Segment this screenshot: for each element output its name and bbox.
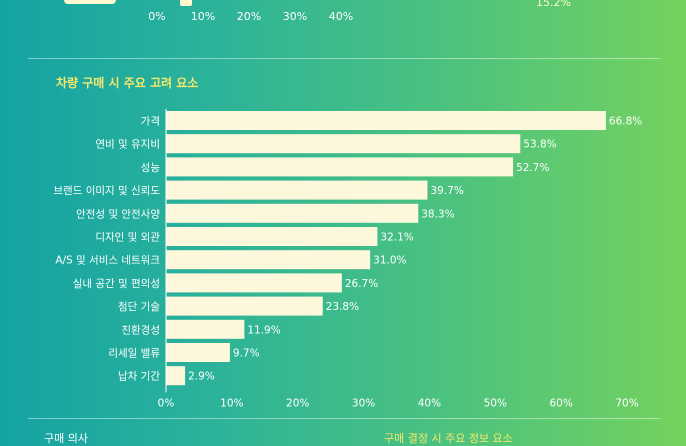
data-label: 23.8%	[326, 301, 359, 313]
data-label: 66.8%	[609, 116, 642, 128]
x-tick-label: 40%	[418, 397, 441, 409]
bar	[166, 203, 419, 223]
bar	[166, 319, 245, 339]
data-label: 52.7%	[516, 162, 549, 174]
data-label: 32.1%	[380, 232, 413, 244]
bar	[166, 180, 428, 200]
x-tick-label: 70%	[615, 397, 638, 409]
bar-chart: 가격 66.8% 연비 및 유지비 53.8% 성능 52.7% 브랜드 이미지 및 신뢰도…	[53, 111, 642, 409]
category-label: A/S 및 서비스 네트워크	[55, 254, 160, 267]
category-label: 디자인 및 외관	[95, 232, 160, 244]
x-tick-label: 10%	[220, 397, 243, 409]
x-tick-label: 30%	[352, 397, 375, 409]
x-tick-label: 50%	[484, 397, 507, 409]
category-label: 가격	[141, 115, 160, 128]
top-axis-tick: 20%	[236, 10, 262, 23]
data-label: 31.0%	[373, 255, 406, 267]
data-label: 9.7%	[233, 348, 260, 360]
section-divider	[28, 418, 660, 419]
bar	[166, 157, 514, 177]
category-label: 첨단 기술	[118, 301, 160, 313]
bar	[166, 134, 521, 154]
data-label: 53.8%	[523, 139, 556, 151]
category-label: 성능	[141, 162, 161, 174]
category-label: 리세일 밸류	[108, 347, 160, 360]
top-chart-value-label: 15.2%	[536, 0, 571, 9]
bottom-section-label: 구매 의사	[44, 432, 88, 445]
section-divider	[28, 58, 660, 59]
category-label: 연비 및 유지비	[95, 139, 160, 151]
top-axis-tick: 10%	[190, 10, 216, 23]
bar	[166, 296, 323, 316]
bar	[166, 366, 186, 386]
category-label: 브랜드 이미지 및 신뢰도	[53, 185, 160, 197]
top-chart-bar-fragment	[180, 0, 192, 6]
x-tick-label: 60%	[549, 397, 572, 409]
bar	[166, 273, 342, 293]
top-axis-tick: 0%	[148, 10, 166, 23]
category-label: 안전성 및 안전사양	[76, 208, 160, 220]
top-chart-axis: 0% 10% 20% 30% 40%	[0, 6, 686, 26]
top-axis-tick: 40%	[328, 10, 354, 23]
category-label: 친환경성	[121, 323, 160, 336]
data-label: 2.9%	[188, 371, 215, 383]
bar	[166, 343, 230, 362]
x-tick-label: 20%	[286, 397, 309, 409]
bottom-section-title: 구매 결정 시 주요 정보 요소	[384, 432, 513, 445]
bar	[166, 111, 606, 130]
data-label: 26.7%	[345, 278, 378, 290]
category-label: 실내 공간 및 편의성	[73, 277, 160, 290]
bar	[166, 227, 378, 246]
category-label: 납차 기간	[118, 371, 160, 383]
data-label: 11.9%	[247, 324, 280, 336]
data-label: 39.7%	[430, 185, 463, 197]
top-chart-bar-fragment	[64, 0, 116, 4]
data-label: 38.3%	[421, 208, 454, 220]
section-title: 차량 구매 시 주요 고려 요소	[56, 76, 199, 90]
x-tick-label: 0%	[158, 397, 175, 409]
bar	[166, 250, 371, 270]
top-axis-tick: 30%	[282, 10, 308, 23]
